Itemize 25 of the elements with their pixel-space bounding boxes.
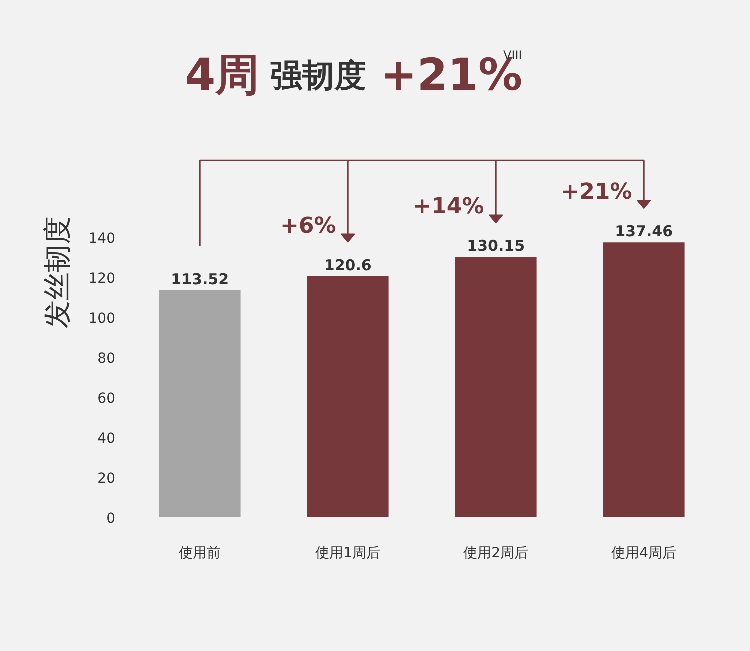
y-tick-label: 100 — [88, 311, 116, 327]
data-label: 137.46 — [615, 222, 674, 241]
text: 4周 强韧度 +21%VIII — [185, 48, 523, 101]
annotation: +21% — [561, 180, 632, 206]
x-tick-label: 使用4周后 — [612, 546, 677, 562]
y-tick-label: 0 — [106, 511, 116, 527]
bar — [603, 242, 685, 518]
annotation: +6% — [280, 214, 336, 239]
data-label: 130.15 — [467, 237, 526, 256]
x-tick-label: 使用前 — [179, 546, 222, 562]
bar — [455, 257, 537, 518]
y-tick-label: 40 — [98, 431, 116, 447]
y-tick-label: 20 — [98, 471, 116, 487]
data-label: 113.52 — [171, 270, 230, 288]
y-tick-label: 80 — [98, 351, 116, 367]
x-tick-label: 使用2周后 — [464, 546, 529, 562]
x-tick-label: 使用1周后 — [316, 546, 381, 562]
y-tick-label: 120 — [88, 271, 116, 287]
bar — [159, 290, 241, 518]
bar — [307, 276, 389, 518]
y-tick-label: 140 — [88, 231, 116, 247]
y-tick-label: 60 — [98, 391, 116, 407]
y-axis-title: 发丝韧度 — [40, 216, 74, 328]
annotation: +14% — [413, 194, 484, 220]
data-label: 120.6 — [324, 256, 372, 274]
